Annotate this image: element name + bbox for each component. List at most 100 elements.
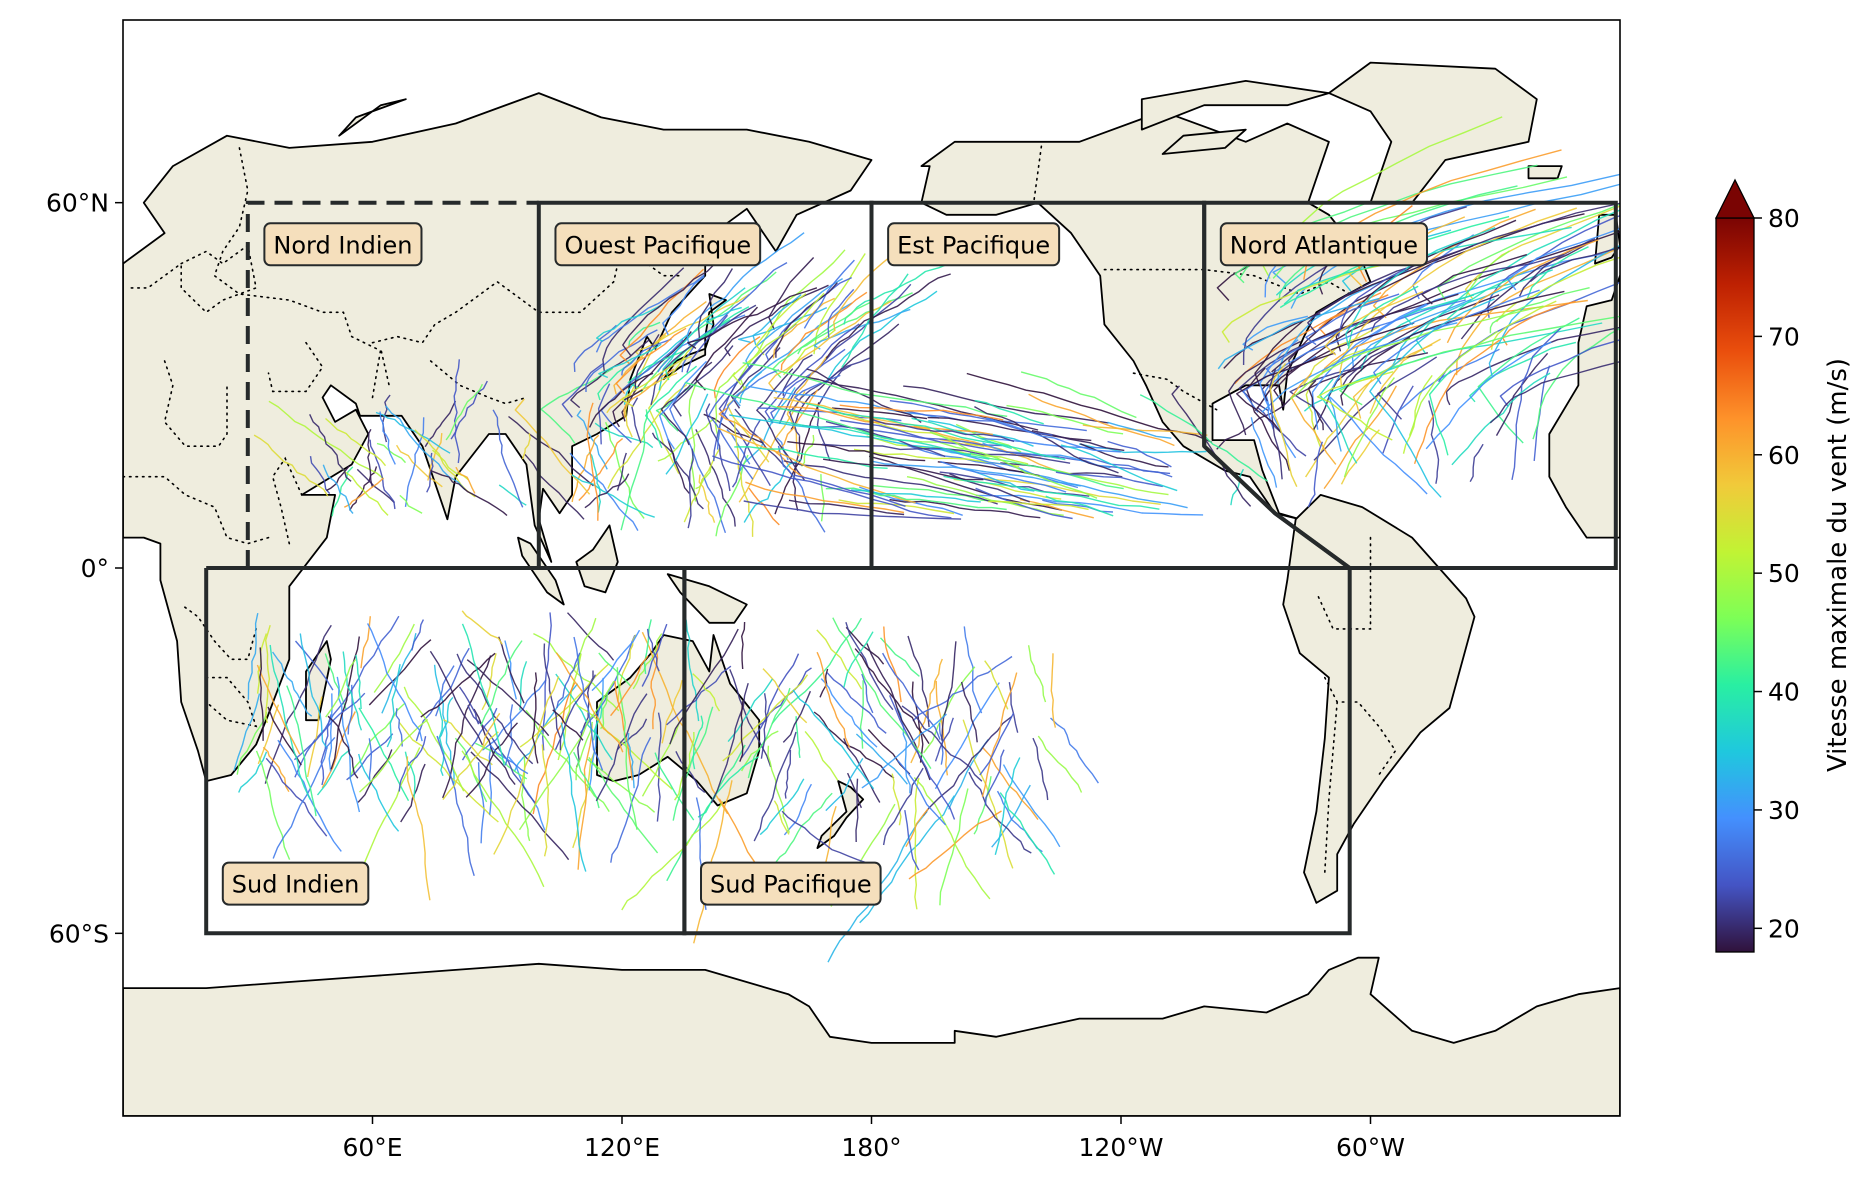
cyclone-track xyxy=(1254,322,1415,412)
cyclone-track xyxy=(621,801,724,911)
cyclone-track xyxy=(684,381,881,438)
cyclone-track xyxy=(839,404,1004,421)
cyclone-track xyxy=(981,672,1018,797)
cyclone-track xyxy=(395,708,403,747)
y-tick-label: 60°S xyxy=(49,919,109,948)
cyclone-track xyxy=(841,273,909,368)
cyclone-track xyxy=(429,650,484,746)
cyclone-track xyxy=(730,347,781,409)
cyclone-track xyxy=(759,778,805,836)
cyclone-track xyxy=(1446,268,1530,320)
cyclone-track xyxy=(659,360,708,450)
land-svalbard-novaya xyxy=(338,98,407,137)
cyclone-track xyxy=(1289,305,1544,400)
cyclone-track xyxy=(265,757,328,837)
cyclone-track xyxy=(911,681,924,763)
cyclone-track xyxy=(615,327,687,395)
land-sumatra xyxy=(517,536,565,606)
cyclone-track xyxy=(259,647,264,741)
cyclone-track xyxy=(739,701,744,762)
cyclone-track xyxy=(386,663,401,748)
colorbar: 20 30 40 50 60 70 80 Vitesse maximale du vent … xyxy=(1714,178,1853,953)
cyclone-track xyxy=(913,777,920,910)
cyclone-track xyxy=(777,445,826,533)
cyclone-track xyxy=(1499,339,1620,408)
cyclone-track xyxy=(272,651,313,717)
cyclone-track xyxy=(498,636,525,704)
cyclone-track xyxy=(1002,764,1061,848)
cyclone-track xyxy=(519,663,609,748)
land-greenland xyxy=(1328,61,1538,204)
cyclone-track xyxy=(881,652,941,740)
cyclone-track xyxy=(399,494,423,514)
cyclone-track xyxy=(598,343,662,379)
x-tick-label: 60°W xyxy=(1336,1133,1405,1162)
cyclone-track xyxy=(831,407,928,420)
cyclone-track xyxy=(299,633,328,749)
cyclone-track xyxy=(492,409,524,508)
cyclone-track xyxy=(420,652,496,718)
cyclone-track xyxy=(325,417,387,467)
cyclone-track xyxy=(612,389,643,428)
cyclone-track xyxy=(819,668,829,698)
cyclone-track xyxy=(376,442,407,464)
cyclone-track xyxy=(1228,340,1301,436)
cyclone-track xyxy=(897,759,947,826)
cyclone-track xyxy=(741,621,746,670)
cyclone-track xyxy=(336,676,361,813)
cyclone-track xyxy=(1217,297,1380,370)
cyclone-track xyxy=(825,273,951,359)
cyclone-track xyxy=(342,651,363,731)
cyclone-track xyxy=(306,696,323,778)
cyclone-track xyxy=(724,284,829,357)
cyclone-track xyxy=(519,661,528,711)
cyclone-track xyxy=(1265,324,1356,379)
land-new-zealand xyxy=(816,780,865,849)
cyclone-track xyxy=(973,776,992,835)
cyclone-track xyxy=(1020,371,1137,419)
cyclone-track xyxy=(309,414,352,482)
colorbar-tick-label: 70 xyxy=(1768,322,1800,351)
cyclone-track xyxy=(1390,283,1515,370)
cyclone-track xyxy=(941,641,957,741)
cyclone-track xyxy=(404,417,425,508)
cyclone-track xyxy=(561,362,605,418)
cyclone-track xyxy=(614,681,633,781)
cyclone-track xyxy=(999,792,1056,875)
cyclone-track xyxy=(871,460,1081,487)
basin-boxes: Nord Indien Ouest Pacifique Est Pacifique N… xyxy=(204,200,1618,936)
cyclone-track xyxy=(974,399,1044,425)
cyclone-track xyxy=(855,778,859,843)
cyclone-track xyxy=(597,383,611,445)
cyclone-track xyxy=(879,637,920,677)
cyclone-track xyxy=(343,477,384,508)
cyclone-track xyxy=(962,719,1014,869)
cyclone-track xyxy=(688,379,698,502)
cyclone-track xyxy=(722,674,809,762)
cyclone-track xyxy=(758,667,812,727)
cyclone-track xyxy=(963,626,983,714)
cyclone-track xyxy=(1037,735,1083,793)
cyclone-track xyxy=(600,692,608,730)
cyclone-track xyxy=(579,634,636,734)
cyclone-track xyxy=(686,314,729,373)
basin-box-ni xyxy=(245,200,539,568)
cyclone-track xyxy=(738,306,828,343)
cyclone-track xyxy=(773,800,790,835)
cyclone-track xyxy=(1216,352,1429,450)
basin-label-ni: Nord Indien xyxy=(263,222,423,267)
colorbar-tick-label: 30 xyxy=(1768,796,1800,825)
cyclone-track xyxy=(737,387,796,475)
cyclone-track xyxy=(929,448,1024,471)
country-border xyxy=(271,456,303,545)
cyclone-track xyxy=(797,292,913,355)
cyclone-track xyxy=(616,667,638,830)
cyclone-track xyxy=(247,612,259,700)
cyclone-track xyxy=(322,464,354,514)
cyclone-track xyxy=(645,365,698,449)
cyclone-track xyxy=(795,716,801,759)
cyclone-track xyxy=(1489,287,1590,334)
cyclone-track xyxy=(783,783,813,836)
cyclone-track xyxy=(1369,298,1495,498)
cyclone-track xyxy=(840,419,1059,459)
